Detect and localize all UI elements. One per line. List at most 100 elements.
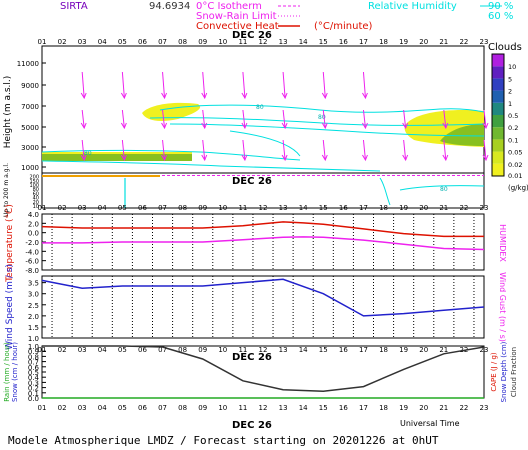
wind-arrow-head bbox=[241, 154, 248, 162]
wind-arrow bbox=[121, 71, 125, 99]
cape-axis-label: CAPE (J / g) bbox=[490, 352, 498, 392]
rh-contour-1 bbox=[159, 104, 485, 113]
hour-tick-label: 11 bbox=[238, 346, 247, 354]
colorbar-swatch bbox=[492, 102, 504, 115]
wind-arrow bbox=[202, 139, 206, 161]
hour-tick-label: 21 bbox=[439, 404, 448, 412]
hour-tick-label: 20 bbox=[419, 38, 428, 46]
date-label-mid: DEC 26 bbox=[232, 176, 272, 187]
hour-tick-label: 13 bbox=[279, 404, 288, 412]
colorbar-swatch bbox=[492, 151, 504, 164]
hour-tick-label: 10 bbox=[218, 204, 227, 212]
hour-tick-label: 16 bbox=[339, 204, 348, 212]
y-tick-label: 0.8 bbox=[28, 353, 39, 361]
wind-grid bbox=[51, 276, 475, 338]
y-tick-label: 0.9 bbox=[28, 348, 39, 356]
hour-tick-label: 17 bbox=[359, 346, 368, 354]
snow-depth-axis-label: Snow Depth (cm) bbox=[500, 341, 508, 402]
wind-arrow-head bbox=[402, 154, 409, 162]
height-tick-label: 9000 bbox=[21, 82, 39, 90]
rh-contour-label-4: 80 bbox=[440, 186, 448, 193]
hour-tick-label: 16 bbox=[339, 346, 348, 354]
rh-legend-label: Relative Humidity bbox=[368, 1, 457, 12]
hour-tick-label: 13 bbox=[279, 38, 288, 46]
colorbar-swatch bbox=[492, 127, 504, 140]
wind-arrow-head bbox=[120, 92, 127, 100]
hour-axis-mid: 01 02 03 04 05 06 07 08 09 10 11 12 13 14 15 16 17 18 19 20… bbox=[38, 204, 489, 212]
snow-axis-label: Snow (cm / hour) bbox=[11, 342, 19, 402]
cloud-patch-right-core bbox=[440, 124, 484, 146]
hour-tick-label: 01 bbox=[38, 38, 47, 46]
y-tick-label: -6.0 bbox=[25, 258, 39, 266]
wind-arrow-head bbox=[321, 154, 328, 162]
hour-tick-label: 10 bbox=[218, 346, 227, 354]
hour-tick-label: 02 bbox=[58, 404, 67, 412]
universal-time-label: Universal Time bbox=[400, 419, 460, 428]
wind-arrow-head bbox=[201, 154, 208, 162]
rh-contour-7 bbox=[399, 185, 485, 191]
date-label-bottom: DEC 26 bbox=[232, 420, 272, 431]
colorbar-tick-label: 0.05 bbox=[508, 149, 522, 157]
rh-contour-label-3: 80 bbox=[84, 150, 92, 157]
hour-tick-label: 01 bbox=[38, 204, 47, 212]
wind-arrow bbox=[362, 139, 366, 161]
wind-arrow bbox=[322, 139, 326, 161]
height-lower-tick-label: 80 bbox=[33, 187, 39, 193]
wind-arrow-head bbox=[80, 122, 87, 130]
wind-arrow-head bbox=[201, 92, 208, 100]
hour-tick-label: 06 bbox=[138, 404, 147, 412]
hour-tick-label: 12 bbox=[259, 346, 268, 354]
date-label-top: DEC 26 bbox=[232, 30, 272, 41]
hour-tick-label: 04 bbox=[98, 204, 107, 212]
hour-tick-label: 23 bbox=[480, 346, 489, 354]
hour-tick-label: 20 bbox=[419, 346, 428, 354]
rh-contour-3 bbox=[169, 123, 485, 137]
y-tick-label: 3.5 bbox=[28, 280, 39, 288]
hour-tick-label: 20 bbox=[419, 204, 428, 212]
height-lower-tick-label: 200 bbox=[29, 175, 39, 181]
height-axis-label: Height (m a.s.l.) bbox=[3, 76, 13, 149]
wind-arrow bbox=[362, 71, 366, 99]
wind-arrow-head bbox=[281, 92, 288, 100]
hour-tick-label: 06 bbox=[138, 38, 147, 46]
hour-tick-label: 03 bbox=[78, 204, 87, 212]
wind-axis-ticks: 1.0 1.5 2.0 2.5 3.0 3.5 bbox=[28, 280, 46, 343]
rain-axis-label: Rain (mm / hour) bbox=[3, 342, 11, 402]
wind-speed-axis-label: Wind Speed (m / s) bbox=[5, 264, 15, 350]
hour-tick-label: 04 bbox=[98, 346, 107, 354]
wind-arrow bbox=[443, 139, 447, 161]
wind-arrow bbox=[282, 71, 286, 99]
hour-tick-label: 23 bbox=[480, 38, 489, 46]
cloud-fraction-axis-label: Cloud Fraction bbox=[510, 347, 518, 397]
colorbar-unit: (g/kg) bbox=[508, 184, 528, 192]
colorbar-tick-label: 10 bbox=[508, 63, 516, 71]
hour-tick-label: 05 bbox=[118, 204, 127, 212]
hour-tick-label: 14 bbox=[299, 38, 308, 46]
hour-tick-label: 13 bbox=[279, 204, 288, 212]
colorbar-tick-label: 1 bbox=[508, 100, 512, 108]
wind-arrow-head bbox=[161, 92, 168, 100]
colorbar-swatch bbox=[492, 54, 504, 67]
colorbar-frame bbox=[491, 53, 505, 177]
hour-tick-label: 10 bbox=[218, 404, 227, 412]
y-tick-label: 0.3 bbox=[28, 379, 39, 387]
colorbar-swatch bbox=[492, 78, 504, 91]
height-lower-tick-label: 10 bbox=[33, 204, 39, 210]
wind-arrow bbox=[322, 109, 326, 129]
hour-tick-label: 07 bbox=[158, 346, 167, 354]
wind-arrow bbox=[162, 71, 166, 99]
hour-tick-label: 09 bbox=[198, 404, 207, 412]
y-tick-label: 2.5 bbox=[28, 302, 39, 310]
wind-arrow-head bbox=[120, 122, 127, 130]
colorbar-tick-label: 0.5 bbox=[508, 112, 518, 120]
station-name: SIRTA bbox=[60, 1, 88, 12]
hour-tick-label: 05 bbox=[118, 346, 127, 354]
hour-tick-label: 02 bbox=[58, 38, 67, 46]
hour-tick-label: 17 bbox=[359, 404, 368, 412]
height-lower-tick-label: 100 bbox=[29, 183, 39, 189]
wind-arrow-head bbox=[241, 92, 248, 100]
wind-arrow bbox=[282, 139, 286, 161]
hour-tick-label: 17 bbox=[359, 204, 368, 212]
